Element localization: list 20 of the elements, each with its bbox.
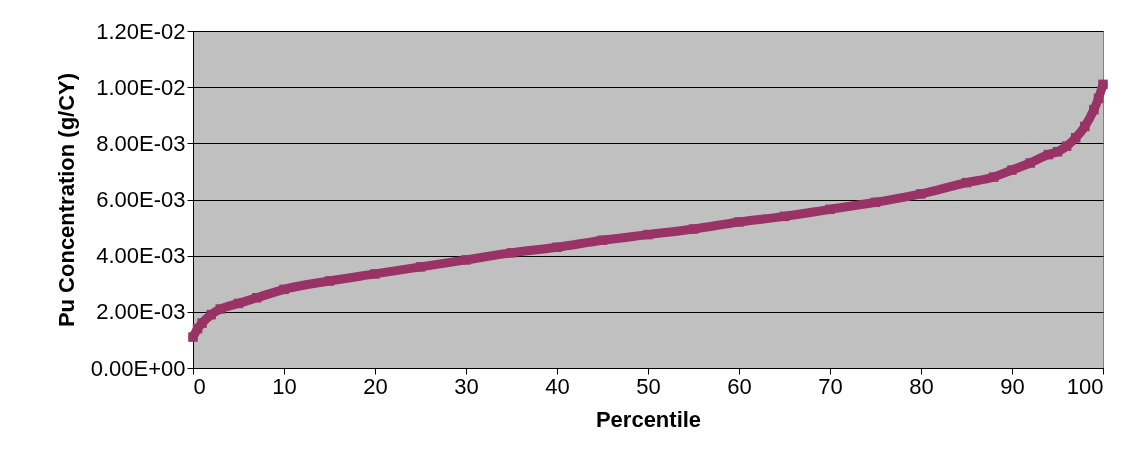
y-tick-label: 8.00E-03 — [96, 130, 186, 156]
y-tick-label: 0.00E+00 — [90, 355, 186, 381]
y-tick-label: 1.20E-02 — [96, 18, 186, 44]
y-tick-label: 6.00E-03 — [96, 187, 186, 212]
x-tick-label: 30 — [454, 373, 479, 399]
x-tick-label: 10 — [272, 373, 297, 399]
y-axis-title: Pu Concentration (g/CY) — [53, 72, 79, 328]
x-tick-label: 20 — [363, 373, 388, 399]
y-tick-label: 4.00E-03 — [96, 243, 186, 269]
y-tick-label: 2.00E-03 — [96, 299, 186, 325]
y-tick-label: 1.00E-02 — [96, 74, 186, 100]
x-axis-title: Percentile — [595, 406, 702, 432]
x-tick-label: 50 — [636, 373, 661, 399]
x-tick-label: 80 — [909, 373, 934, 399]
x-tick-label: 60 — [727, 373, 752, 399]
x-tick-label: 40 — [545, 373, 570, 399]
x-tick-label: 100 — [1066, 373, 1104, 399]
x-tick-label: 90 — [1000, 373, 1025, 399]
x-tick-label: 0 — [193, 373, 206, 399]
x-tick-label: 70 — [818, 373, 843, 399]
